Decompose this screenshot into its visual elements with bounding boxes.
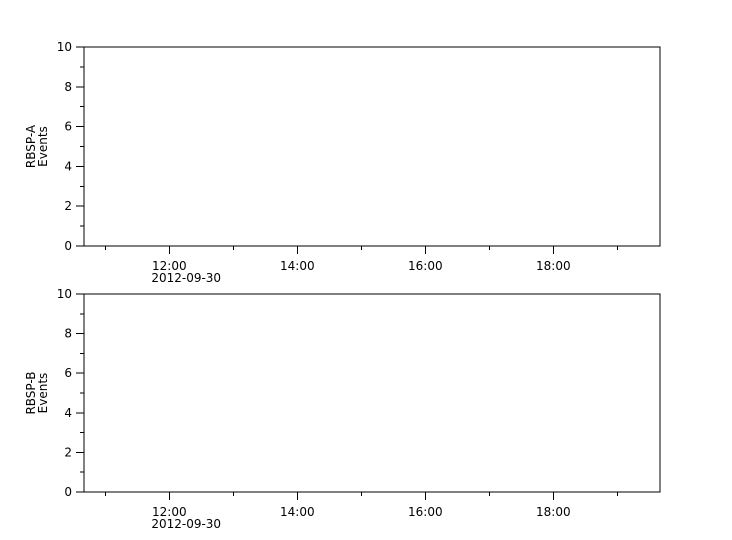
y-tick-label: 0 [64, 485, 72, 499]
x-tick-label: 18:00 [536, 259, 571, 273]
x-tick-label: 14:00 [280, 505, 315, 519]
y-axis-label: Events [36, 373, 50, 414]
x-tick-label: 14:00 [280, 259, 315, 273]
x-tick-label: 16:00 [408, 505, 443, 519]
x-tick-label: 12:00 [152, 259, 187, 273]
plot-frame [83, 293, 661, 493]
y-tick-label: 2 [64, 445, 72, 459]
x-tick-date-label: 2012-09-30 [151, 517, 221, 531]
x-tick-label: 12:00 [152, 505, 187, 519]
y-axis-label: Events [36, 126, 50, 167]
x-tick-label: 18:00 [536, 505, 571, 519]
y-tick-label: 6 [64, 120, 72, 134]
y-tick-label: 6 [64, 366, 72, 380]
x-tick-date-label: 2012-09-30 [151, 271, 221, 285]
y-axis-label: RBSP-A [24, 124, 38, 168]
y-axis-label: RBSP-B [24, 371, 38, 414]
y-tick-label: 0 [64, 239, 72, 253]
y-tick-label: 2 [64, 199, 72, 213]
y-tick-label: 8 [64, 327, 72, 341]
y-tick-label: 4 [64, 406, 72, 420]
x-tick-label: 16:00 [408, 259, 443, 273]
y-tick-label: 10 [57, 40, 72, 54]
y-tick-label: 10 [57, 287, 72, 301]
y-tick-label: 4 [64, 159, 72, 173]
y-tick-label: 8 [64, 80, 72, 94]
plot-frame [83, 46, 661, 247]
